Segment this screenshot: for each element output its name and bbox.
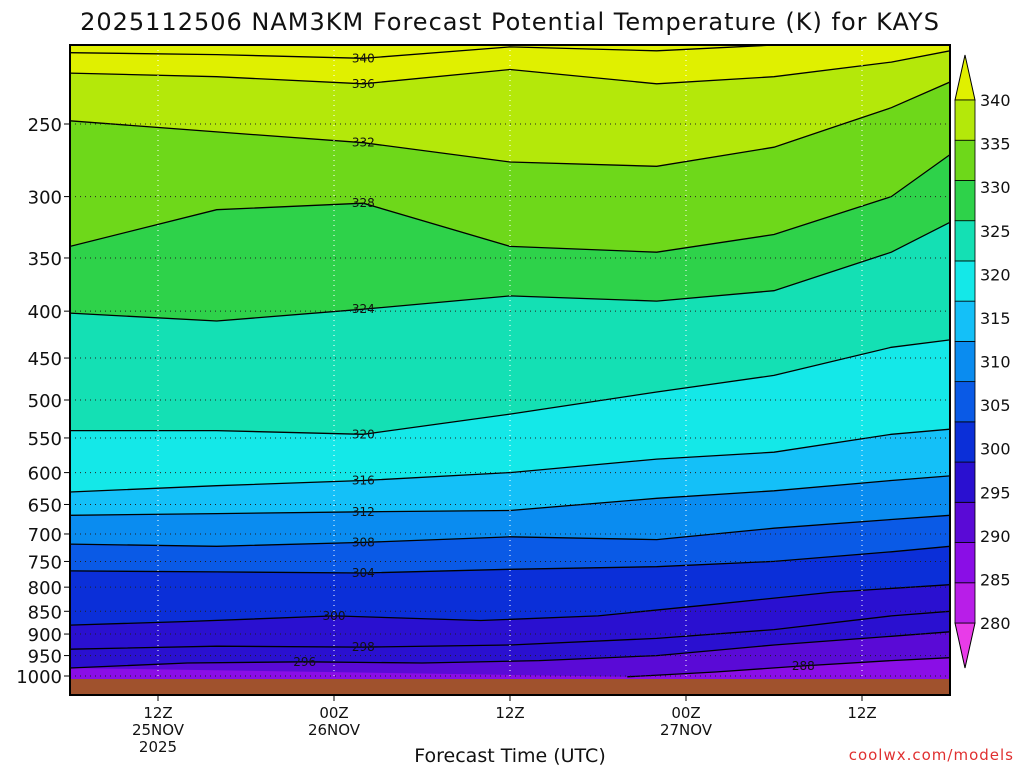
contour-line-288k [627, 657, 950, 678]
x-tick-label: 25NOV [132, 721, 185, 739]
contour-line-320k [70, 339, 950, 435]
x-tick-label: 00Z [319, 704, 348, 722]
x-tick-label: 12Z [495, 704, 524, 722]
colorbar-segment [954, 300, 976, 342]
y-tick-label: 900 [28, 625, 62, 646]
x-tick-label: 27NOV [660, 721, 713, 739]
band-below-288k [70, 657, 950, 684]
band-298k [70, 584, 950, 650]
y-tick-label: 600 [28, 464, 62, 485]
contour-label-332: 332 [352, 136, 375, 150]
credit-link[interactable]: coolwx.com/models [849, 746, 1014, 764]
contour-label-288: 288 [792, 659, 815, 673]
colorbar-segment [954, 139, 976, 181]
colorbar-top-triangle [954, 54, 976, 101]
colorbar-label: 335 [980, 135, 1011, 154]
y-tick-label: 1000 [16, 667, 62, 688]
contour-line-332k [70, 81, 950, 167]
colorbar-segment [954, 421, 976, 463]
colorbar-segment [954, 340, 976, 383]
plot-frame [69, 44, 951, 696]
colorbar-label: 285 [980, 570, 1011, 589]
band-324k [70, 154, 950, 321]
contour-label-304: 304 [352, 566, 375, 580]
x-tick-label: 00Z [671, 704, 700, 722]
y-axis-ticks: 2503003504004505005506006507007508008509… [16, 115, 70, 688]
colorbar-label: 305 [980, 396, 1011, 415]
contour-line-340k [70, 45, 794, 59]
y-tick-label: 400 [28, 302, 62, 323]
y-tick-label: 300 [28, 188, 62, 209]
contour-line-328k [70, 154, 950, 253]
colorbar-label: 315 [980, 309, 1011, 328]
y-tick-label: 700 [28, 525, 62, 546]
y-tick-label: 650 [28, 495, 62, 516]
contour-label-316: 316 [352, 473, 375, 487]
contour-line-304k [70, 545, 950, 574]
colorbar-label: 310 [980, 353, 1011, 372]
contour-label-328: 328 [352, 196, 375, 210]
contour-line-312k [70, 475, 950, 516]
colorbar-segment [954, 582, 976, 624]
colorbar-segment [954, 99, 976, 141]
band-336k [70, 45, 950, 84]
contour-label-312: 312 [352, 505, 375, 519]
colorbar-segment [954, 220, 976, 262]
contour-label-308: 308 [352, 535, 375, 549]
x-tick-label: 12Z [143, 704, 172, 722]
band-288k [70, 631, 950, 677]
colorbar-segment [954, 260, 976, 302]
contour-line-336k [70, 50, 950, 85]
chart-title: 2025112506 NAM3KM Forecast Potential Tem… [80, 8, 940, 36]
contour-label-336: 336 [352, 77, 375, 91]
band-296k [70, 611, 950, 668]
colorbar-label: 320 [980, 265, 1011, 284]
colorbar-label: 280 [980, 614, 1011, 633]
band-304k [70, 515, 950, 573]
contour-label-320: 320 [352, 427, 375, 441]
y-tick-label: 950 [28, 647, 62, 668]
colorbar-label: 290 [980, 527, 1011, 546]
y-tick-label: 850 [28, 602, 62, 623]
contour-line-316k [70, 428, 950, 493]
contour-line-298k [70, 610, 950, 650]
contour-label-296: 296 [293, 655, 316, 669]
colorbar-segment [954, 542, 976, 584]
colorbar-segment [954, 381, 976, 423]
y-tick-label: 450 [28, 349, 62, 370]
x-tick-label: 12Z [847, 704, 876, 722]
colorbar-label: 325 [980, 222, 1011, 241]
contour-line-324k [70, 221, 950, 322]
contour-label-298: 298 [352, 640, 375, 654]
band-312k [70, 429, 950, 516]
y-tick-label: 250 [28, 115, 62, 136]
ground-strip [70, 679, 950, 695]
contour-label-340: 340 [352, 51, 375, 65]
colorbar-bottom-triangle [954, 622, 976, 669]
x-axis-label: Forecast Time (UTC) [414, 745, 605, 767]
colorbar-label: 300 [980, 440, 1011, 459]
colorbar: 280 285 290 295 300 305 310 315 320 325 330 335 340 [954, 54, 1011, 669]
colorbar-label: 330 [980, 178, 1011, 197]
contour-line-296k [70, 631, 950, 669]
contour-line-308k [70, 514, 950, 547]
colorbar-segment [954, 180, 976, 222]
y-tick-label: 750 [28, 552, 62, 573]
colorbar-label: 340 [980, 91, 1011, 110]
y-tick-label: 350 [28, 249, 62, 270]
y-tick-label: 800 [28, 578, 62, 599]
colorbar-label: 295 [980, 483, 1011, 502]
colorbar-segment [954, 501, 976, 543]
band-328k [70, 82, 950, 253]
contour-label-324: 324 [352, 302, 375, 316]
x-tick-label: 26NOV [308, 721, 361, 739]
y-tick-label: 550 [28, 429, 62, 450]
x-tick-label: 2025 [139, 738, 177, 756]
contour-line-300k [70, 584, 950, 626]
colorbar-segment [954, 461, 976, 503]
y-tick-label: 500 [28, 391, 62, 412]
